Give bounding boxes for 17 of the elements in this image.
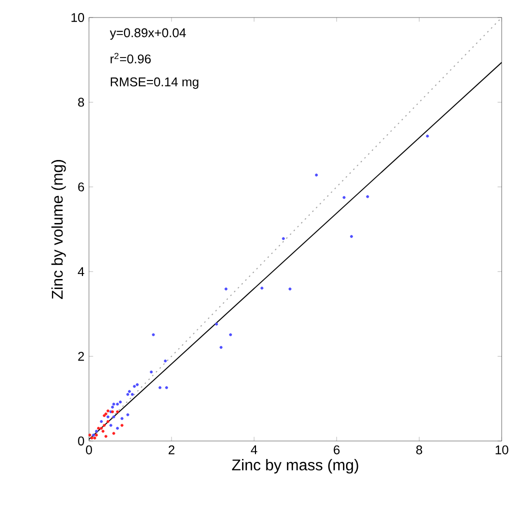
annotation: RMSE=0.14 mg: [110, 77, 198, 89]
x-tick-label: 0: [86, 445, 92, 454]
y-tick-label: 0: [78, 436, 84, 446]
annotation: r$^{2}$=0.96: [110, 52, 151, 64]
x-tick-label: 8: [416, 445, 422, 454]
x-tick-label: 2: [168, 445, 174, 454]
x-tick-label: 6: [334, 445, 340, 454]
x-tick-label: 10: [496, 445, 508, 454]
y-tick-label: 6: [78, 182, 84, 192]
x-axis-title: Zinc by mass (mg): [232, 459, 358, 474]
y-tick-label: 10: [72, 13, 84, 22]
y-tick-label: 2: [78, 352, 84, 361]
annotation: y=0.89x+0.04: [110, 28, 186, 40]
y-tick-label: 8: [78, 98, 84, 107]
y-tick-label: 4: [78, 267, 84, 276]
x-tick-label: 4: [250, 445, 258, 454]
y-axis-title: Zinc by volume (mg): [51, 160, 66, 300]
